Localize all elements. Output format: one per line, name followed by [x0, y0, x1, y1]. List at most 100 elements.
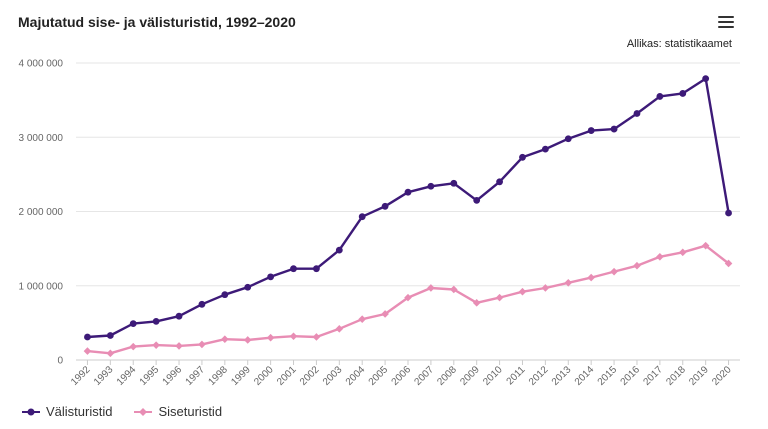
data-point: [243, 336, 252, 344]
data-point: [564, 135, 572, 143]
data-point: [495, 293, 504, 302]
x-tick-label: 2005: [367, 364, 391, 388]
x-tick-label: 2014: [573, 364, 597, 388]
data-point: [519, 153, 526, 161]
data-point: [266, 333, 275, 342]
data-point: [335, 325, 344, 333]
data-point: [633, 110, 641, 117]
y-tick-label: 3 000 000: [19, 133, 64, 144]
data-point: [175, 342, 183, 350]
x-tick-label: 2001: [275, 364, 299, 388]
x-tick-label: 2004: [344, 364, 368, 388]
y-tick-label: 4 000 000: [19, 59, 64, 70]
x-tick-label: 1993: [92, 364, 116, 388]
data-point: [175, 312, 183, 320]
y-tick-label: 1 000 000: [19, 281, 64, 292]
x-tick-label: 1995: [138, 364, 162, 388]
data-point: [610, 267, 618, 276]
x-tick-label: 2012: [527, 364, 551, 388]
data-point: [725, 209, 732, 217]
x-tick-label: 2003: [321, 364, 345, 388]
chart-legend: Välisturistid Siseturistid: [22, 404, 244, 419]
data-point: [472, 299, 481, 307]
x-tick-label: 2008: [435, 364, 459, 388]
data-point: [541, 284, 550, 292]
x-tick-label: 2013: [550, 364, 574, 388]
x-tick-label: 1997: [184, 364, 208, 388]
data-point: [449, 285, 458, 294]
data-point: [587, 273, 595, 282]
data-point: [221, 335, 229, 344]
data-point: [610, 125, 618, 133]
data-point: [427, 284, 435, 292]
data-point: [518, 287, 527, 296]
data-point: [404, 188, 412, 196]
data-point: [724, 259, 733, 268]
data-point: [152, 341, 160, 349]
data-point: [129, 342, 138, 351]
legend-label: Siseturistid: [158, 404, 223, 419]
legend-label: Välisturistid: [46, 404, 113, 419]
data-point: [106, 332, 114, 339]
data-point: [84, 333, 91, 341]
x-tick-label: 2011: [505, 364, 528, 387]
x-tick-label: 2007: [413, 364, 437, 388]
data-point: [381, 310, 389, 318]
data-point: [358, 213, 366, 221]
data-point: [313, 265, 320, 273]
data-point: [106, 349, 115, 358]
x-tick-label: 1998: [206, 364, 230, 388]
data-point: [701, 241, 710, 250]
legend-marker-diamond-icon: [134, 407, 153, 416]
chart-source: Allikas: statistikaamet: [626, 38, 732, 50]
data-point: [679, 90, 687, 97]
data-point: [244, 283, 252, 291]
x-tick-label: 2016: [619, 364, 643, 388]
x-tick-label: 1999: [229, 364, 253, 388]
data-point: [678, 248, 687, 257]
x-tick-label: 2015: [596, 364, 620, 388]
data-point: [564, 278, 573, 287]
legend-item-siseturistid[interactable]: Siseturistid: [134, 404, 222, 419]
x-tick-label: 2019: [687, 364, 711, 388]
data-point: [473, 196, 481, 204]
data-point: [83, 347, 92, 355]
y-tick-label: 2 000 000: [19, 207, 64, 218]
data-point: [496, 178, 503, 186]
data-point: [633, 261, 641, 270]
line-chart: 0 1 000 000 2 000 000 3 000 000 4 000 000 199…: [19, 59, 740, 388]
data-point: [702, 75, 710, 82]
legend-marker-circle-icon: [22, 408, 40, 415]
data-point: [198, 340, 206, 349]
x-tick-label: 2002: [298, 364, 322, 388]
hamburger-menu-icon[interactable]: [718, 16, 734, 30]
y-tick-label: 0: [57, 356, 63, 367]
x-tick-label: 1996: [161, 364, 185, 388]
x-tick-label: 2020: [710, 364, 734, 388]
data-point: [358, 315, 367, 323]
x-tick-label: 2017: [641, 364, 665, 388]
data-point: [656, 252, 664, 261]
x-tick-label: 2009: [458, 364, 482, 388]
x-tick-label: 2000: [252, 364, 276, 388]
data-point: [541, 145, 549, 153]
x-tick-label: 2018: [664, 364, 688, 388]
x-tick-label: 2010: [481, 364, 505, 388]
chart-title: Majutatud sise- ja välisturistid, 1992–2…: [18, 14, 296, 30]
data-point: [267, 273, 275, 281]
data-point: [335, 246, 343, 254]
data-point: [198, 300, 206, 308]
data-point: [404, 293, 412, 302]
data-point: [152, 317, 160, 325]
data-point: [656, 93, 664, 100]
data-point: [312, 333, 321, 341]
data-point: [221, 291, 229, 299]
data-point: [289, 332, 298, 341]
x-tick-label: 1994: [115, 364, 139, 388]
data-point: [587, 127, 595, 134]
legend-item-valisturistid[interactable]: Välisturistid: [22, 404, 112, 419]
data-point: [290, 265, 297, 273]
data-point: [427, 182, 435, 190]
data-point: [381, 202, 389, 210]
x-tick-label: 2006: [390, 364, 414, 388]
